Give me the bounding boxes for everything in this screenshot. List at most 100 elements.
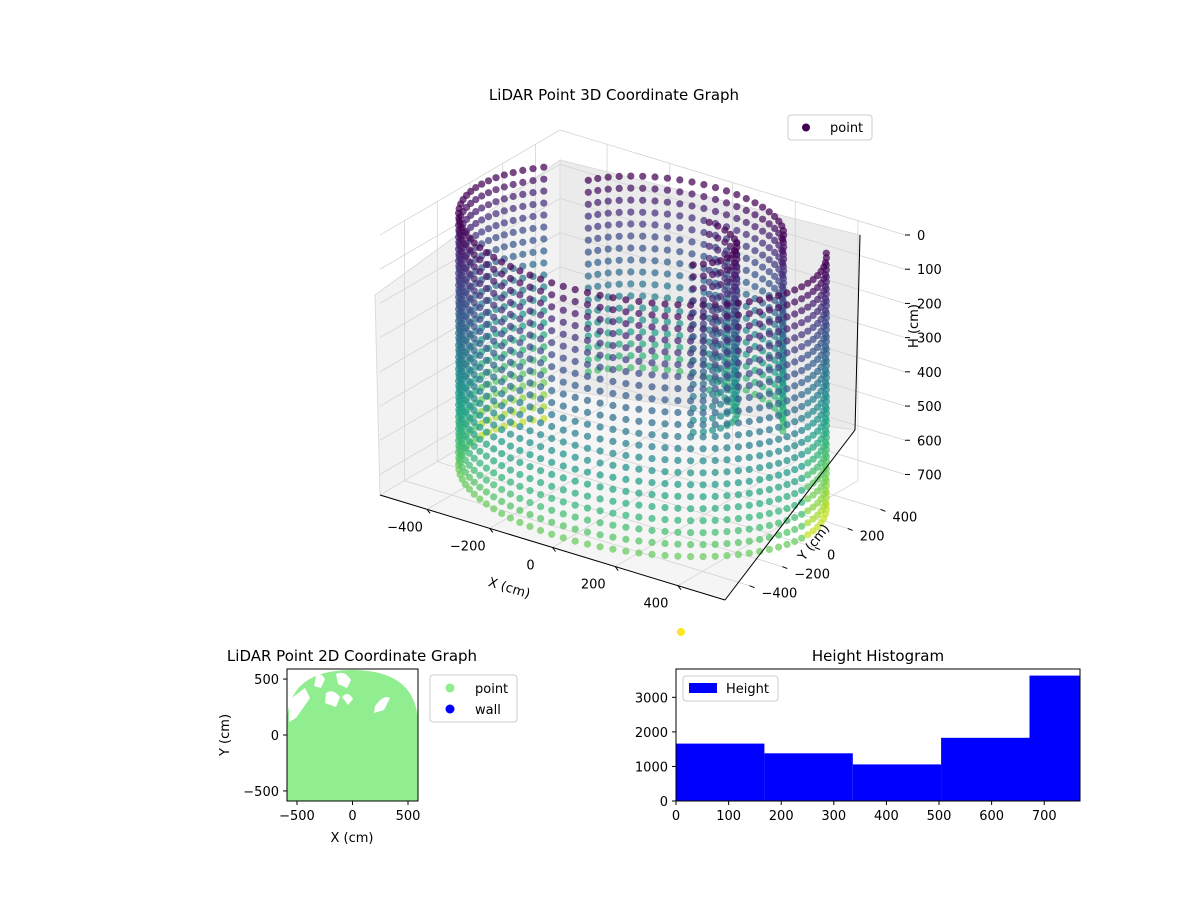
chart-3d-point: [809, 455, 817, 463]
chart-3d-point: [711, 301, 719, 309]
chart-3d-point: [791, 346, 799, 354]
chart-3d-point: [765, 280, 773, 288]
chart-3d-point: [648, 538, 656, 547]
chart-3d-point: [615, 232, 623, 240]
chart-3d-point: [798, 498, 806, 506]
chart-3d-point: [476, 375, 484, 383]
chart-3d-point: [506, 502, 515, 510]
chart-3d-point: [594, 282, 602, 290]
chart-3d-point: [529, 177, 537, 185]
chart-3d-point: [516, 279, 524, 287]
chart-3d-point: [559, 522, 567, 530]
chart-3d-point: [734, 455, 743, 463]
chart-3d-point: [584, 188, 592, 196]
chart-3d-point: [751, 211, 759, 219]
chart-3d-point: [470, 442, 478, 450]
chart-3d-point: [465, 473, 473, 481]
chart-3d-point: [663, 318, 672, 326]
chart-3d-point: [651, 341, 659, 349]
chart-3d-point: [699, 493, 707, 501]
chart-3d-point: [791, 382, 799, 390]
chart-3d-point: [711, 409, 719, 417]
chart-3d-point: [775, 531, 783, 539]
chart-3d-point: [609, 401, 617, 410]
chart-3d-point: [651, 365, 659, 373]
chart-3d-point: [519, 166, 527, 174]
chart-3d-point: [798, 367, 806, 375]
chart-3d-z-tick-label: 300: [917, 332, 942, 347]
chart-3d-point: [745, 501, 753, 509]
chart-3d-point: [687, 337, 695, 345]
chart-3d-point: [482, 428, 490, 436]
chart-3d-point: [809, 371, 817, 379]
chart-3d-point: [759, 239, 767, 247]
chart-3d-point: [548, 506, 556, 514]
chart-3d-point: [804, 351, 812, 359]
chart-3d-point: [809, 407, 817, 415]
chart-3d-point: [779, 283, 787, 291]
chart-3d-point: [609, 366, 617, 374]
chart-3d-point: [775, 495, 783, 503]
chart-3d-point: [615, 184, 623, 192]
chart-3d-point: [651, 317, 659, 325]
chart-3d-point: [775, 435, 783, 443]
chart-3d-point: [635, 321, 643, 330]
chart-3d-point: [461, 372, 469, 381]
chart-3d-point: [500, 183, 508, 191]
chart-3d-points: [455, 163, 831, 561]
chart-3d-point: [756, 476, 764, 484]
chart-3d-point: [498, 485, 506, 494]
chart-3d-point: [470, 466, 478, 474]
chart-3d-point: [791, 394, 799, 402]
chart-3d-point: [699, 505, 707, 513]
chart-3d-point: [709, 271, 717, 279]
chart-3d-point: [516, 351, 524, 359]
chart-3d-point: [482, 392, 490, 400]
chart-3d-point: [615, 244, 623, 252]
chart-3d-point: [609, 425, 617, 433]
chart-2d-point-region: [287, 670, 418, 801]
chart-3d-x-ticks: −400 −200 0 200 400: [387, 509, 682, 612]
chart-3d-point: [516, 303, 524, 311]
chart-3d-point: [699, 313, 707, 321]
chart-3d-point: [661, 336, 669, 344]
chart-3d-point: [484, 213, 493, 221]
chart-3d-point: [709, 402, 717, 410]
chart-3d-point: [537, 275, 545, 283]
chart-3d-point: [775, 411, 783, 419]
chart-3d-point: [716, 364, 725, 372]
chart-3d-x-tick: [489, 528, 494, 533]
chart-3d-point: [661, 348, 669, 356]
chart-3d-point: [596, 543, 604, 551]
chart-3d-point: [765, 402, 774, 410]
chart-3d-point: [490, 361, 498, 369]
chart-3d-point: [509, 192, 517, 201]
chart-3d-point: [734, 479, 743, 487]
histogram-y-tick-label: 1000: [635, 760, 668, 775]
chart-3d-point: [745, 549, 753, 557]
chart-3d-point: [476, 495, 484, 503]
chart-3d-point: [622, 368, 630, 376]
chart-3d-point: [482, 344, 490, 352]
chart-3d-point: [699, 344, 708, 352]
chart-3d-point: [627, 268, 635, 276]
chart-3d-point: [476, 483, 484, 491]
chart-3d-point: [516, 434, 524, 443]
chart-3d-point: [516, 470, 524, 479]
chart-3d-point: [627, 232, 635, 240]
chart-3d-point: [482, 464, 490, 472]
chart-3d-point: [639, 244, 647, 252]
chart-3d-point: [674, 408, 682, 417]
chart-3d-point: [711, 349, 719, 357]
chart-3d-point: [609, 342, 617, 350]
chart-3d-point: [609, 318, 617, 326]
chart-3d-point: [711, 540, 719, 548]
chart-3d-point: [709, 283, 717, 291]
chart-3d-point: [465, 389, 473, 398]
chart-3d-point: [506, 274, 515, 283]
chart-3d-point: [804, 375, 812, 383]
chart-3d-point: [635, 549, 643, 557]
chart-3d-point: [461, 360, 469, 369]
chart-3d-point: [571, 429, 579, 437]
chart-3d-point: [721, 238, 729, 246]
